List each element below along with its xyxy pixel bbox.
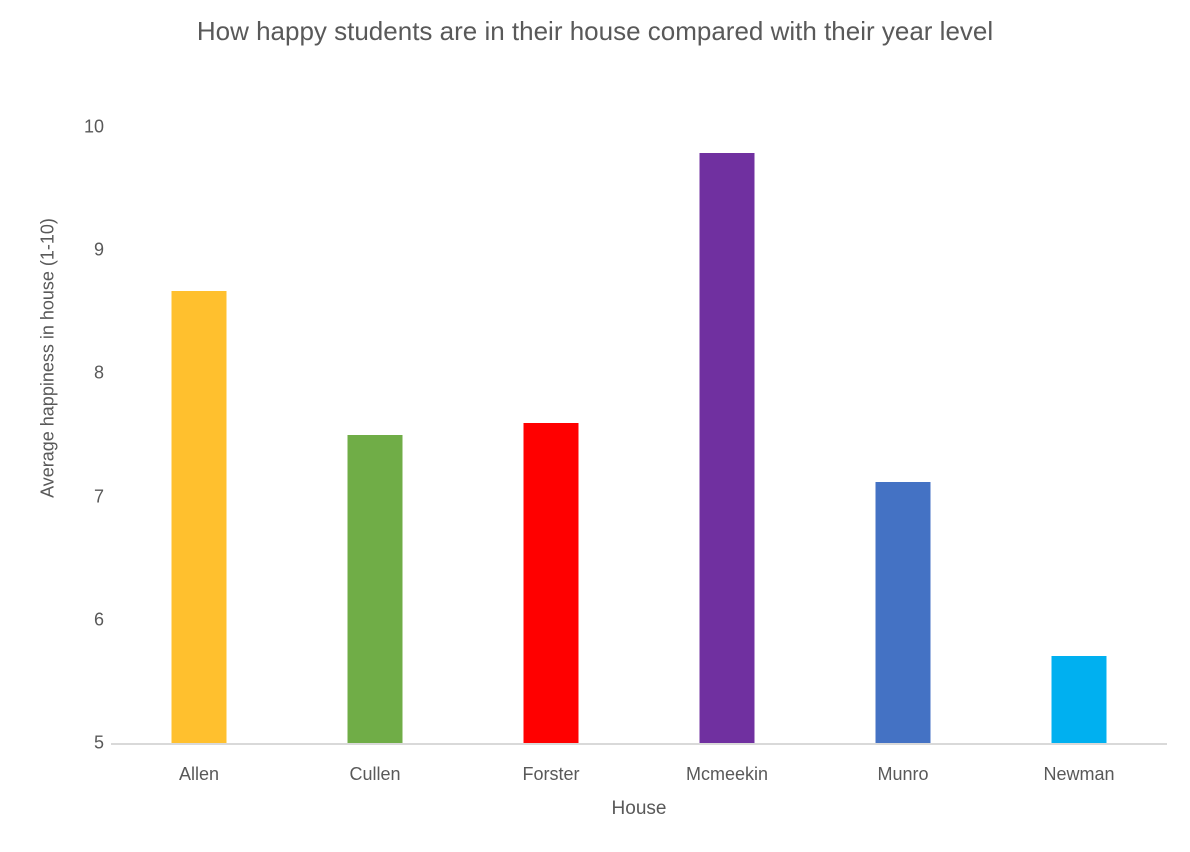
x-tick-label: Mcmeekin <box>685 764 769 784</box>
bar-allen <box>171 290 227 743</box>
bar-forster <box>523 422 579 743</box>
y-tick-label: 8 <box>93 362 104 383</box>
chart-title: How happy students are in their house co… <box>196 16 994 46</box>
y-tick-label: 7 <box>93 486 104 507</box>
bar-mcmeekin <box>699 152 755 743</box>
x-tick-label: Cullen <box>349 764 401 784</box>
x-axis-title: House <box>611 798 667 819</box>
x-tick-label: Newman <box>1043 764 1115 784</box>
y-tick-label: 9 <box>93 239 104 260</box>
x-axis-tick-labels: Allen Cullen Forster Mcmeekin Munro Newman <box>111 764 1167 788</box>
bar-cullen <box>347 435 403 743</box>
y-tick-label: 6 <box>93 609 104 630</box>
x-tick-label: Forster <box>522 764 580 784</box>
y-axis-tick-labels: 5 6 7 8 9 10 <box>0 117 104 753</box>
y-tick-label: 10 <box>83 116 104 137</box>
x-tick-label: Allen <box>178 764 220 784</box>
plot-area <box>111 127 1167 745</box>
bar-newman <box>1051 655 1107 743</box>
y-tick-label: 5 <box>93 732 104 753</box>
x-tick-label: Munro <box>877 764 929 784</box>
bar-munro <box>875 481 931 743</box>
